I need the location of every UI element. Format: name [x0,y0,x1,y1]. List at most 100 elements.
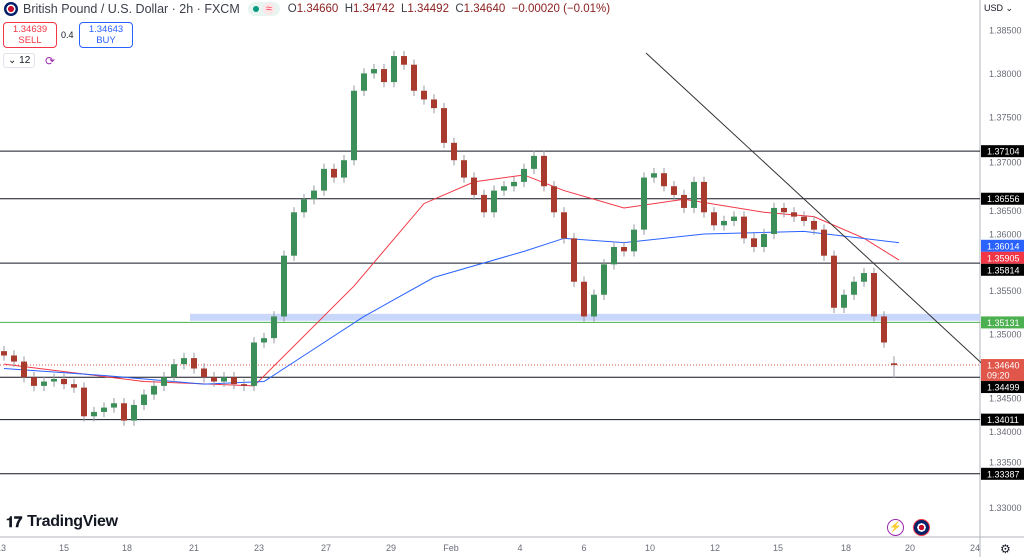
price-axis-label-text: 1.35814 [987,265,1020,275]
candle-body [461,160,467,178]
tradingview-logo[interactable]: 𝟏𝟕 TradingView [6,513,118,531]
candle [411,59,417,96]
candle [271,311,277,344]
candle-body [821,229,827,256]
price-axis-label: 1.36556 [981,192,1024,205]
wave-icon: ≈ [262,3,275,15]
x-tick-label: 13 [0,543,6,553]
price-axis-label-bg [981,467,1024,480]
candle-body [651,173,657,178]
sell-label: SELL [18,35,42,46]
candle-body [281,255,287,317]
candle [651,168,657,183]
y-tick-label: 1.37500 [989,112,1022,122]
candle [741,211,747,244]
candle [11,350,17,367]
candle-body [771,207,777,234]
candle-body [611,247,617,265]
candle [801,211,807,227]
candle-body [411,64,417,91]
candle-body [61,378,67,385]
candle-body [121,403,127,421]
buy-button[interactable]: 1.34643 BUY [79,22,133,48]
candle-body [471,177,477,195]
candle-body [591,294,597,317]
candle [71,378,77,393]
candle-body [601,264,607,295]
candle-body [191,358,197,369]
price-axis-label: 1.35131 [981,316,1024,329]
y-tick-label: 1.38000 [989,69,1022,79]
candle-body [211,377,217,382]
candle [361,68,367,96]
price-axis-label-bg [981,316,1024,329]
y-tick-label: 1.33500 [989,458,1022,468]
candle-body [81,387,87,417]
candle-body [431,99,437,109]
candle [101,402,107,418]
candle [671,181,677,201]
uk-flag-icon[interactable] [913,519,930,536]
ohlc-readout: O1.34660 H1.34742 L1.34492 C1.34640 −0.0… [287,3,611,15]
y-tick-label: 1.36000 [989,230,1022,240]
price-axis-label-text: 1.33387 [987,469,1020,479]
trendline [645,52,990,371]
sell-button[interactable]: 1.34639 SELL [3,22,57,48]
refresh-icon[interactable]: ⟳ [45,54,56,68]
price-axis-label-bg [981,263,1024,276]
candle-body [381,69,387,83]
candle [661,168,667,192]
candle [51,373,57,387]
candle-body [561,212,567,239]
slow-moving-average-line [3,230,900,385]
candle-body [541,155,547,187]
candle-body [671,186,677,195]
candle [791,207,797,222]
candle-body [571,238,577,282]
lightning-icon[interactable]: ⚡ [887,519,904,536]
price-axis-label-text: 1.35905 [987,253,1020,263]
candle-body [31,377,37,386]
candle-body [41,381,47,386]
symbol-title[interactable]: British Pound / U.S. Dollar · 2h · FXCM [23,2,240,16]
candle [281,250,287,322]
candle [381,63,387,88]
price-axis-label: 1.35905 [981,251,1024,264]
candle-body [341,160,347,178]
x-tick-label: 23 [254,543,264,553]
tradingview-mark-icon: 𝟏𝟕 [6,513,23,531]
candle [301,194,307,218]
y-tick-label: 1.34500 [989,394,1022,404]
candle [291,207,297,261]
candle [311,185,317,205]
price-axis-label: 1.36014 [981,239,1024,252]
candle-body [731,216,737,221]
chart-header: British Pound / U.S. Dollar · 2h · FXCM … [4,2,610,16]
candle-body [101,407,107,412]
market-status[interactable]: ≈ [247,2,280,16]
price-axis-label: 1.37104 [981,145,1024,158]
price-axis-label-bg [981,192,1024,205]
settings-icon[interactable]: ⚙ [1000,542,1011,556]
spread: 0.4 [61,30,74,40]
candle-body [711,212,717,226]
candle-body [661,173,667,187]
candle-body [831,255,837,308]
candle-body [291,212,297,256]
candle-body [271,316,277,339]
candle-body [641,177,647,230]
candle [401,50,407,70]
price-axis-label: 1.34499 [981,381,1024,394]
change: −0.00020 (−0.01%) [511,3,611,15]
candle [891,356,897,378]
lot-size-select[interactable]: ⌄ 12 [3,53,36,68]
currency-select[interactable]: USD ⌄ [984,3,1014,13]
price-axis-label-bg [981,413,1024,426]
candle-body [1,351,7,356]
candle [611,241,617,270]
candle [501,181,507,196]
candle-body [521,168,527,182]
x-tick-label: 18 [841,543,851,553]
